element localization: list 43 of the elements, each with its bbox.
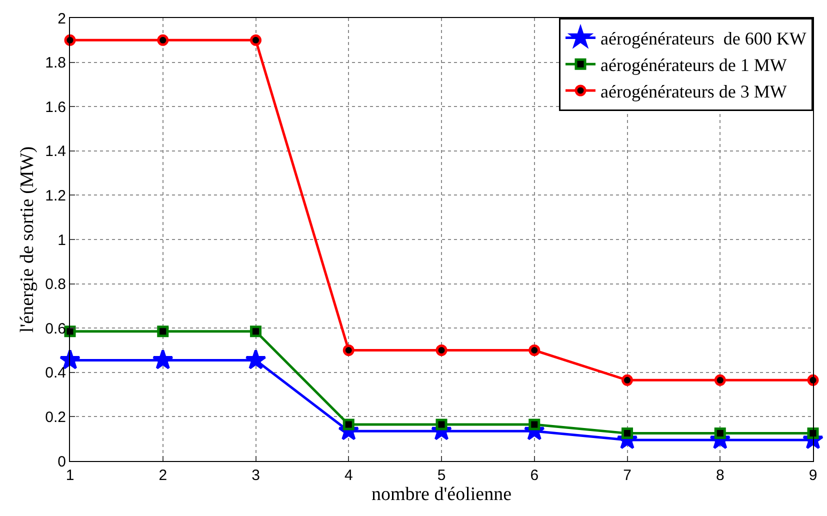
point xyxy=(342,344,354,356)
y-tick-label: 1.6 xyxy=(45,98,66,116)
point xyxy=(436,344,448,356)
y-tick-label: 1.8 xyxy=(45,54,66,72)
point xyxy=(622,428,633,440)
point xyxy=(245,349,266,370)
x-axis-title: nombre d'éolienne xyxy=(371,484,512,505)
x-tick-label: 3 xyxy=(252,467,260,484)
y-tick-label: 1.2 xyxy=(45,187,66,204)
point xyxy=(152,349,174,370)
point xyxy=(64,34,76,46)
point xyxy=(714,428,726,440)
x-tick-label: 6 xyxy=(530,467,539,484)
point xyxy=(157,34,169,46)
legend-label: aérogénérateurs de 3 MW xyxy=(600,82,787,102)
x-tick-label: 9 xyxy=(808,467,818,484)
point xyxy=(528,418,540,430)
y-tick-label: 0.8 xyxy=(45,276,66,294)
y-tick-label: 0.2 xyxy=(45,408,66,426)
y-tick-label: 2 xyxy=(58,10,66,28)
x-tick-label: 8 xyxy=(716,467,724,484)
point xyxy=(157,326,169,338)
point xyxy=(622,374,633,386)
x-tick-label: 5 xyxy=(437,467,446,484)
point xyxy=(250,326,262,338)
point xyxy=(807,428,819,440)
point xyxy=(528,344,540,356)
legend-label: aérogénérateurs de 1 MW xyxy=(600,55,787,76)
x-tick-label: 4 xyxy=(344,467,353,484)
legend-label: aérogénérateurs de 600 KW xyxy=(600,28,806,49)
y-axis-title: l'énergie de sortie (MW) xyxy=(16,146,38,333)
y-tick-label: 0 xyxy=(58,453,66,470)
y-tick-label: 1.4 xyxy=(45,143,66,160)
point xyxy=(436,418,448,430)
x-tick-label: 7 xyxy=(623,467,632,484)
y-tick-label: 0.4 xyxy=(45,364,66,382)
point xyxy=(342,418,354,430)
point xyxy=(807,374,819,386)
point xyxy=(250,34,262,46)
point xyxy=(714,374,726,386)
point xyxy=(64,326,76,338)
x-tick-label: 2 xyxy=(158,467,168,484)
y-tick-label: 1 xyxy=(58,232,66,249)
